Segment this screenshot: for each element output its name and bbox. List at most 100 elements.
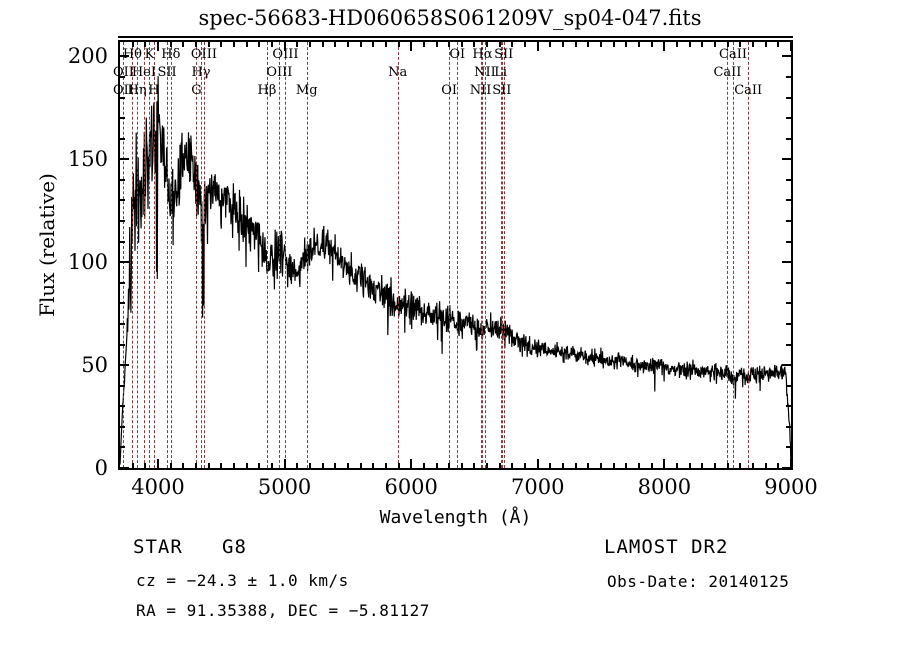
x-axis-tick [638,42,641,47]
spectral-line-label: K [144,47,155,62]
y-axis-tick [786,343,791,346]
x-axis-tick [346,463,349,468]
spectral-line-marker [137,42,139,468]
x-axis-tick [714,42,717,47]
spectral-line-marker [500,42,502,468]
y-axis-tick [120,384,125,387]
x-axis-tick [676,463,679,468]
x-axis-tick [182,463,185,468]
x-tick-label: 4000 [131,475,185,499]
spectral-line-marker [203,42,205,468]
y-axis-tick [120,425,125,428]
spectral-line-label: Hβ [257,83,277,98]
x-axis-tick [562,463,565,468]
spectral-line-label: G [191,83,202,98]
title-underline [118,36,793,38]
spectral-line-label: SII [494,47,514,62]
x-axis-tick [764,42,767,47]
x-axis-tick [182,42,185,47]
spectral-line-label: OII [112,83,134,98]
x-tick-label: 5000 [257,475,312,499]
x-axis-tick [752,42,755,47]
spectral-line-marker [153,42,155,468]
x-axis-tick [232,463,235,468]
x-axis-tick [131,42,134,47]
spectral-line-marker [167,42,169,468]
spectral-line-marker [727,42,729,468]
x-axis-tick [549,42,552,47]
spectral-line-marker [143,42,145,468]
spectral-line-marker [457,42,459,468]
x-tick-label: 6000 [384,475,438,499]
x-axis-tick [448,42,451,47]
x-axis-tick [663,42,666,51]
y-axis-tick [120,199,125,202]
spectral-line-marker [449,42,451,468]
x-axis-tick [359,42,362,47]
x-axis-tick [473,463,476,468]
x-axis-tick [676,42,679,47]
x-axis-tick [448,463,451,468]
x-axis-tick [372,463,375,468]
x-axis-tick [650,463,653,468]
y-axis-tick [786,75,791,78]
spectral-line-label: Hγ [191,65,211,80]
spectral-line-marker [748,42,750,468]
x-axis-tick [410,42,413,51]
y-axis-tick [786,178,791,181]
spectral-line-marker [170,42,172,468]
y-tick-label: 200 [67,44,108,69]
spectral-line-label: HeI [131,65,157,80]
x-axis-tick [524,42,527,47]
spectral-line-marker [397,42,399,468]
spectral-line-marker [279,42,281,468]
x-axis-tick [422,42,425,47]
x-axis-tick [625,463,628,468]
x-axis-tick [334,42,337,47]
spectral-line-label: H [148,83,160,98]
x-axis-tick [156,459,159,468]
y-axis-tick [786,384,791,387]
x-axis-tick [600,42,603,47]
x-axis-tick [334,463,337,468]
y-axis-tick [120,446,125,449]
spectral-line-label: NII [469,83,492,98]
x-axis-tick [220,42,223,47]
x-axis-tick [726,42,729,47]
x-axis-tick [258,42,261,47]
x-axis-tick [612,42,615,47]
x-axis-tick [486,42,489,47]
spectral-line-marker [285,42,287,468]
x-axis-tick [549,463,552,468]
x-axis-tick [397,42,400,47]
y-axis-tick [120,281,125,284]
x-axis-tick [777,463,780,468]
x-axis-tick [764,463,767,468]
x-axis-tick [562,42,565,47]
x-axis-tick [790,42,791,51]
x-axis-title: Wavelength (Å) [379,507,532,528]
x-axis-tick [422,463,425,468]
x-axis-tick [536,459,539,468]
x-axis-tick [460,42,463,47]
x-axis-tick [777,42,780,47]
x-axis-tick [663,459,666,468]
x-axis-tick [169,42,172,47]
x-axis-tick [625,42,628,47]
coordinates-label: RA = 91.35388, DEC = −5.81127 [136,601,430,620]
x-axis-tick [308,463,311,468]
y-axis-tick [786,137,791,140]
x-axis-tick [574,463,577,468]
spectral-line-marker [503,42,505,468]
spectral-line-label: SII [492,83,512,98]
x-axis-tick [498,42,501,47]
x-axis-tick [321,42,324,47]
plot-inner [120,42,791,468]
spectral-line-marker [482,42,484,468]
y-axis-tick [786,199,791,202]
x-axis-tick [156,42,159,51]
x-axis-tick [701,42,704,47]
x-axis-tick [270,42,273,47]
y-tick-label: 100 [67,250,108,275]
spectral-line-label: Mg [295,83,318,98]
